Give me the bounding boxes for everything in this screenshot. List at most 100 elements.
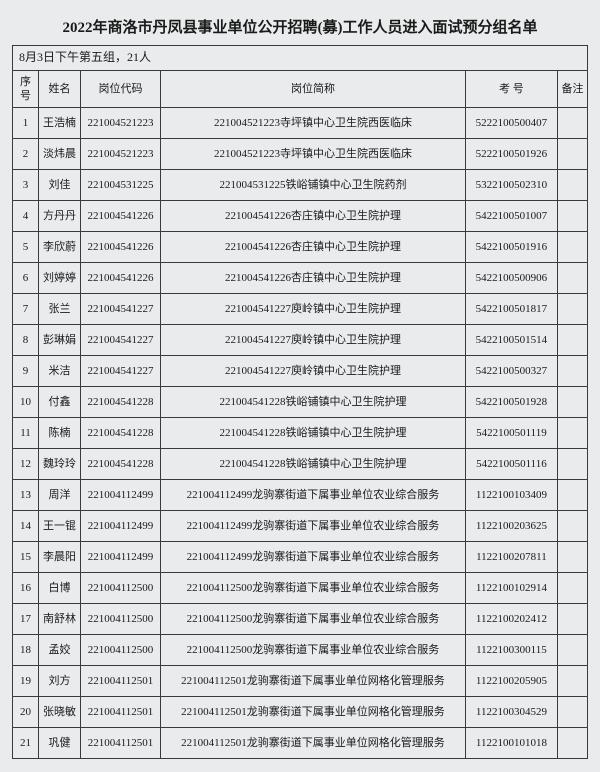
cell-desc: 221004541226杏庄镇中心卫生院护理 [161,263,466,294]
cell-name: 南舒林 [39,604,81,635]
table-row: 16白博221004112500221004112500龙驹寨街道下属事业单位农… [13,573,588,604]
cell-seq: 15 [13,542,39,573]
table-row: 14王一锟221004112499221004112499龙驹寨街道下属事业单位… [13,511,588,542]
cell-seq: 13 [13,480,39,511]
cell-desc: 221004541227庾岭镇中心卫生院护理 [161,294,466,325]
cell-code: 221004541226 [81,232,161,263]
cell-seq: 6 [13,263,39,294]
cell-name: 付鑫 [39,387,81,418]
cell-seq: 3 [13,170,39,201]
table-row: 4方丹丹221004541226221004541226杏庄镇中心卫生院护理54… [13,201,588,232]
table-row: 6刘婷婷221004541226221004541226杏庄镇中心卫生院护理54… [13,263,588,294]
cell-note [557,387,587,418]
header-exam: 考 号 [465,70,557,108]
table-row: 17南舒林221004112500221004112500龙驹寨街道下属事业单位… [13,604,588,635]
cell-desc: 221004112499龙驹寨街道下属事业单位农业综合服务 [161,480,466,511]
cell-desc: 221004541226杏庄镇中心卫生院护理 [161,201,466,232]
page-container: 2022年商洛市丹凤县事业单位公开招聘(募)工作人员进入面试预分组名单 8月3日… [12,16,588,759]
cell-note [557,480,587,511]
cell-code: 221004112499 [81,542,161,573]
cell-name: 方丹丹 [39,201,81,232]
table-row: 13周洋221004112499221004112499龙驹寨街道下属事业单位农… [13,480,588,511]
table-row: 21巩健221004112501221004112501龙驹寨街道下属事业单位网… [13,728,588,759]
cell-name: 巩健 [39,728,81,759]
cell-seq: 7 [13,294,39,325]
cell-exam: 5222100500407 [465,108,557,139]
cell-code: 221004541227 [81,294,161,325]
cell-note [557,108,587,139]
table-row: 1王浩楠221004521223221004521223寺坪镇中心卫生院西医临床… [13,108,588,139]
cell-note [557,170,587,201]
cell-exam: 5422100500906 [465,263,557,294]
cell-desc: 221004541227庾岭镇中心卫生院护理 [161,325,466,356]
cell-code: 221004112499 [81,511,161,542]
cell-exam: 1122100203625 [465,511,557,542]
cell-seq: 10 [13,387,39,418]
cell-code: 221004112500 [81,573,161,604]
table-row: 5李欣蔚221004541226221004541226杏庄镇中心卫生院护理54… [13,232,588,263]
cell-name: 周洋 [39,480,81,511]
cell-name: 孟姣 [39,635,81,666]
cell-desc: 221004112499龙驹寨街道下属事业单位农业综合服务 [161,542,466,573]
cell-exam: 5422100501928 [465,387,557,418]
group-info-row: 8月3日下午第五组，21人 [13,46,588,71]
cell-exam: 5322100502310 [465,170,557,201]
cell-seq: 21 [13,728,39,759]
cell-name: 淡炜晨 [39,139,81,170]
cell-exam: 5422100501916 [465,232,557,263]
table-row: 9米洁221004541227221004541227庾岭镇中心卫生院护理542… [13,356,588,387]
cell-note [557,511,587,542]
cell-desc: 221004541228铁峪铺镇中心卫生院护理 [161,449,466,480]
cell-code: 221004541228 [81,418,161,449]
cell-exam: 1122100102914 [465,573,557,604]
cell-note [557,666,587,697]
header-note: 备注 [557,70,587,108]
cell-seq: 4 [13,201,39,232]
cell-note [557,356,587,387]
cell-name: 陈楠 [39,418,81,449]
table-row: 7张兰221004541227221004541227庾岭镇中心卫生院护理542… [13,294,588,325]
cell-code: 221004541227 [81,356,161,387]
cell-seq: 8 [13,325,39,356]
cell-name: 彭琳娟 [39,325,81,356]
header-seq: 序号 [13,70,39,108]
cell-code: 221004521223 [81,108,161,139]
cell-note [557,573,587,604]
cell-note [557,604,587,635]
cell-seq: 14 [13,511,39,542]
cell-exam: 5422100500327 [465,356,557,387]
roster-table: 8月3日下午第五组，21人 序号 姓名 岗位代码 岗位简称 考 号 备注 1王浩… [12,45,588,759]
cell-seq: 19 [13,666,39,697]
table-row: 20张晓敏221004112501221004112501龙驹寨街道下属事业单位… [13,697,588,728]
cell-note [557,325,587,356]
cell-desc: 221004541227庾岭镇中心卫生院护理 [161,356,466,387]
page-title: 2022年商洛市丹凤县事业单位公开招聘(募)工作人员进入面试预分组名单 [12,16,588,37]
cell-name: 李欣蔚 [39,232,81,263]
table-row: 8彭琳娟221004541227221004541227庾岭镇中心卫生院护理54… [13,325,588,356]
cell-seq: 9 [13,356,39,387]
cell-note [557,728,587,759]
cell-name: 刘佳 [39,170,81,201]
cell-exam: 5422100501116 [465,449,557,480]
cell-desc: 221004541228铁峪铺镇中心卫生院护理 [161,418,466,449]
cell-code: 221004112501 [81,697,161,728]
cell-desc: 221004541226杏庄镇中心卫生院护理 [161,232,466,263]
cell-code: 221004112500 [81,604,161,635]
table-row: 15李晨阳221004112499221004112499龙驹寨街道下属事业单位… [13,542,588,573]
cell-seq: 17 [13,604,39,635]
cell-code: 221004541226 [81,201,161,232]
table-row: 10付鑫221004541228221004541228铁峪铺镇中心卫生院护理5… [13,387,588,418]
cell-code: 221004112501 [81,666,161,697]
header-code: 岗位代码 [81,70,161,108]
cell-code: 221004112500 [81,635,161,666]
table-row: 2淡炜晨221004521223221004521223寺坪镇中心卫生院西医临床… [13,139,588,170]
cell-name: 李晨阳 [39,542,81,573]
cell-note [557,449,587,480]
cell-exam: 5222100501926 [465,139,557,170]
cell-note [557,201,587,232]
cell-seq: 11 [13,418,39,449]
cell-note [557,263,587,294]
cell-name: 张兰 [39,294,81,325]
cell-note [557,294,587,325]
cell-code: 221004112501 [81,728,161,759]
